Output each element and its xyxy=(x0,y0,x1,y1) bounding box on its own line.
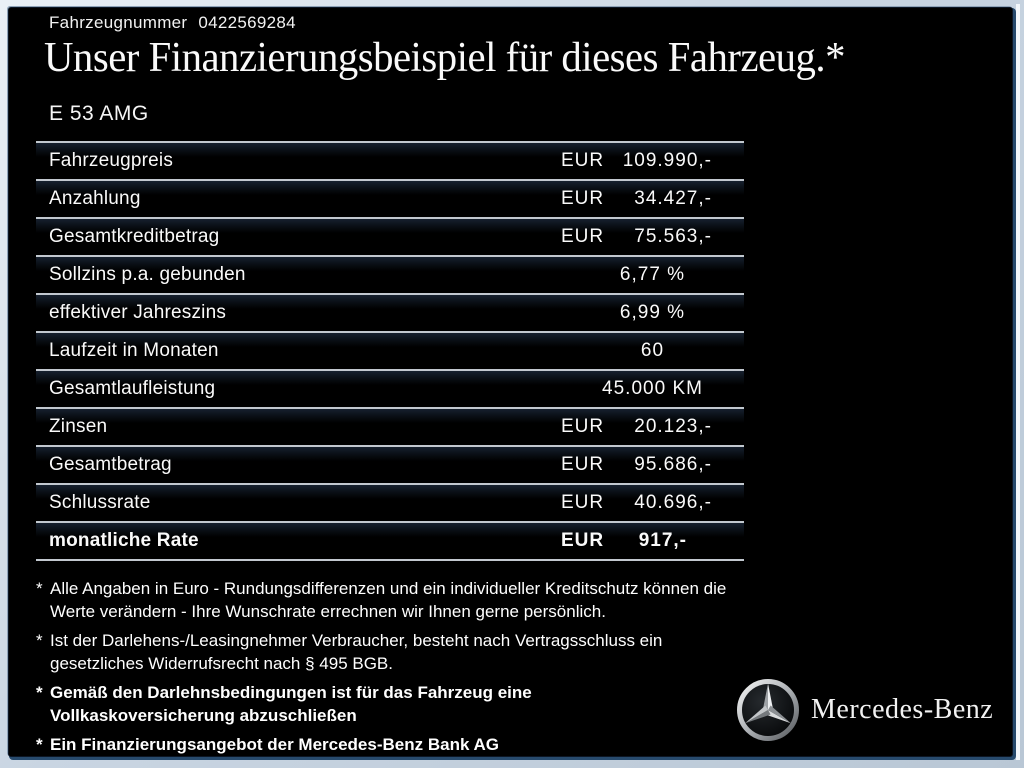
footnotes: * Alle Angaben in Euro - Rundungsdifferen… xyxy=(36,577,756,762)
row-label: effektiver Jahreszins xyxy=(49,302,227,323)
currency-label: EUR xyxy=(561,226,605,247)
currency-label: EUR xyxy=(561,492,605,513)
page-title: Unser Finanzierungsbeispiel für dieses F… xyxy=(44,35,846,81)
table-row: Gesamtkreditbetrag EUR 75.563,- xyxy=(36,217,744,255)
row-value: EUR 109.990,- xyxy=(561,150,744,172)
currency-label: EUR xyxy=(561,530,605,551)
table-row: Laufzeit in Monaten 60 xyxy=(36,331,744,369)
row-value: EUR 20.123,- xyxy=(561,416,744,438)
table-row: Gesamtbetrag EUR 95.686,- xyxy=(36,445,744,483)
currency-label: EUR xyxy=(561,150,605,171)
amount-value: 109.990,- xyxy=(622,150,712,171)
row-value: EUR 34.427,- xyxy=(561,188,744,210)
amount-value: 40.696,- xyxy=(634,492,712,513)
row-label: Schlussrate xyxy=(49,492,151,513)
row-label: Gesamtbetrag xyxy=(49,454,172,475)
row-label: Anzahlung xyxy=(49,188,141,209)
currency-label: EUR xyxy=(561,416,605,437)
footnote: * Ein Finanzierungsangebot der Mercedes-B… xyxy=(36,733,756,756)
footnote-text: Ist der Darlehens-/Leasingnehmer Verbrau… xyxy=(50,631,663,673)
finance-table: Fahrzeugpreis EUR 109.990,- Anzahlung EUR 34.… xyxy=(36,141,744,561)
table-row: Fahrzeugpreis EUR 109.990,- xyxy=(36,141,744,179)
table-row: Zinsen EUR 20.123,- xyxy=(36,407,744,445)
row-label: Laufzeit in Monaten xyxy=(49,340,219,361)
vehicle-number-label: Fahrzeugnummer xyxy=(49,13,188,32)
table-row: effektiver Jahreszins 6,99 % xyxy=(36,293,744,331)
table-row: Schlussrate EUR 40.696,- xyxy=(36,483,744,521)
row-label: Gesamtkreditbetrag xyxy=(49,226,220,247)
mercedes-star-icon xyxy=(737,679,799,741)
footnote-text: Ein Finanzierungsangebot der Mercedes-Be… xyxy=(50,735,500,754)
table-row: Gesamtlaufleistung 45.000 KM xyxy=(36,369,744,407)
footnote-marker: * xyxy=(36,683,43,702)
row-label: Gesamtlaufleistung xyxy=(49,378,216,399)
row-label: Zinsen xyxy=(49,416,108,437)
footnote-text: Gemäß den Darlehnsbedingungen ist für da… xyxy=(50,683,532,725)
footnote-marker: * xyxy=(36,631,43,650)
vehicle-model: E 53 AMG xyxy=(49,102,149,125)
footnote-marker: * xyxy=(36,579,43,598)
currency-label: EUR xyxy=(561,188,605,209)
frame-edge-highlight xyxy=(1016,4,1020,760)
table-row: Anzahlung EUR 34.427,- xyxy=(36,179,744,217)
vehicle-number-line: Fahrzeugnummer 0422569284 xyxy=(49,13,296,33)
row-label: monatliche Rate xyxy=(49,530,199,551)
finance-sheet: Fahrzeugnummer 0422569284 Unser Finanzier… xyxy=(8,7,1013,757)
row-value: EUR 40.696,- xyxy=(561,492,744,514)
row-label: Sollzins p.a. gebunden xyxy=(49,264,246,285)
row-value: 6,77 % xyxy=(619,264,686,285)
vehicle-number-value: 0422569284 xyxy=(198,13,296,32)
row-value: 45.000 KM xyxy=(602,378,703,399)
row-value: 60 xyxy=(640,340,665,361)
table-row: Sollzins p.a. gebunden 6,77 % xyxy=(36,255,744,293)
row-value: EUR 75.563,- xyxy=(561,226,744,248)
footnote-marker: * xyxy=(36,735,43,754)
row-value: EUR 917,- xyxy=(561,530,744,552)
amount-value: 34.427,- xyxy=(634,188,712,209)
amount-value: 75.563,- xyxy=(634,226,712,247)
brand-block: Mercedes-Benz xyxy=(735,677,993,743)
row-value: EUR 95.686,- xyxy=(561,454,744,476)
footnote: * Alle Angaben in Euro - Rundungsdifferen… xyxy=(36,577,756,623)
footnote: * Gemäß den Darlehnsbedingungen ist für d… xyxy=(36,681,756,727)
amount-value: 917,- xyxy=(638,530,687,551)
footnote: * Ist der Darlehens-/Leasingnehmer Verbra… xyxy=(36,629,756,675)
row-value: 6,99 % xyxy=(619,302,686,323)
brand-wordmark: Mercedes-Benz xyxy=(811,694,994,725)
amount-value: 95.686,- xyxy=(634,454,712,475)
row-label: Fahrzeugpreis xyxy=(49,150,174,171)
amount-value: 20.123,- xyxy=(634,416,712,437)
currency-label: EUR xyxy=(561,454,605,475)
footnote-text: Alle Angaben in Euro - Rundungsdifferenz… xyxy=(50,579,727,621)
table-row: monatliche Rate EUR 917,- xyxy=(36,521,744,559)
